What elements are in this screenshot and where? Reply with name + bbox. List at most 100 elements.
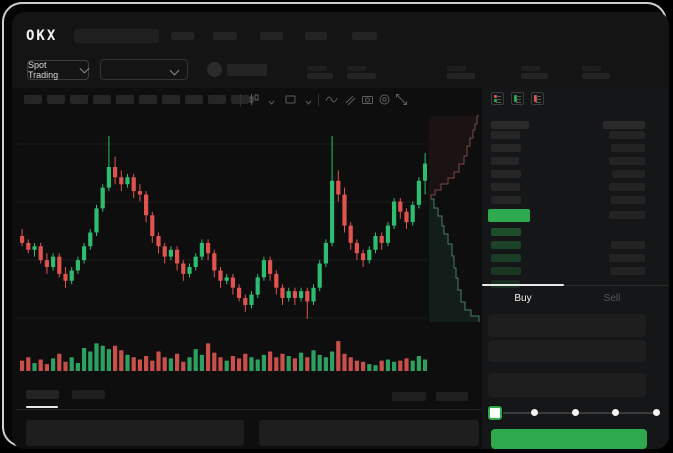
orders-link-2[interactable]	[436, 392, 468, 401]
coin-icon	[207, 62, 222, 77]
candlestick-chart[interactable]	[17, 114, 427, 338]
ask-amount-row-5[interactable]	[609, 183, 645, 191]
bid-price-row-1[interactable]	[491, 228, 521, 236]
total-input[interactable]	[488, 373, 646, 397]
bid-amount-row-3[interactable]	[609, 254, 645, 262]
bid-price-row-3[interactable]	[491, 254, 521, 262]
draw-tool-icon[interactable]	[343, 93, 356, 106]
toolbar-separator	[240, 94, 241, 106]
chevron-down-icon[interactable]	[302, 96, 315, 109]
chevron-down-icon	[169, 65, 180, 76]
pair-name-placeholder	[227, 64, 267, 76]
orders-tab-active[interactable]	[26, 390, 59, 399]
nav-item-2[interactable]	[213, 32, 237, 40]
candle	[336, 180, 341, 195]
buy-tab-indicator	[482, 284, 564, 286]
book-amount-header	[603, 121, 645, 129]
candle	[317, 263, 322, 288]
timeframe-button-4[interactable]	[93, 95, 111, 104]
fullscreen-icon[interactable]	[395, 93, 408, 106]
amount-input[interactable]	[488, 340, 646, 362]
ask-amount-row-2[interactable]	[611, 144, 645, 152]
market-type-label: Spot Trading	[28, 60, 59, 80]
stat-value-placeholder	[521, 73, 548, 79]
screenshot-icon[interactable]	[361, 93, 374, 106]
ask-price-row-1[interactable]	[491, 131, 520, 139]
active-tab-indicator	[26, 406, 58, 408]
order-row-placeholder	[259, 420, 479, 446]
ask-price-row-2[interactable]	[491, 144, 521, 152]
ask-amount-row-4[interactable]	[612, 170, 645, 178]
timeframe-button-9[interactable]	[208, 95, 226, 104]
book-view-asks-icon[interactable]	[531, 92, 544, 105]
candle	[342, 194, 347, 226]
stat-label-placeholder	[521, 66, 540, 71]
candle	[51, 256, 56, 267]
tab-sell[interactable]: Sell	[572, 288, 652, 308]
candle	[237, 287, 242, 299]
stat-value-placeholder	[347, 73, 376, 79]
slider-stop-75[interactable]	[612, 409, 619, 416]
book-view-both-icon[interactable]	[491, 92, 504, 105]
pair-selector-dropdown[interactable]	[100, 59, 188, 80]
bid-price-row-2[interactable]	[491, 241, 521, 249]
chevron-down-icon[interactable]	[265, 96, 278, 109]
nav-item-3[interactable]	[260, 32, 283, 40]
ask-price-row-5[interactable]	[491, 183, 520, 191]
slider-stop-25[interactable]	[531, 409, 538, 416]
book-view-bids-icon[interactable]	[511, 92, 524, 105]
last-price-badge	[488, 209, 530, 222]
bid-amount-row-2[interactable]	[611, 241, 645, 249]
ask-price-row-4[interactable]	[491, 170, 521, 178]
timeframe-button-7[interactable]	[162, 95, 180, 104]
timeframe-button-8[interactable]	[185, 95, 203, 104]
ask-amount-row-3[interactable]	[609, 157, 645, 165]
price-input[interactable]	[488, 314, 646, 337]
candle	[88, 232, 93, 247]
candle-style-icon[interactable]	[248, 93, 261, 106]
ask-price-row-3[interactable]	[491, 157, 519, 165]
candle	[243, 298, 248, 305]
last-price-amount[interactable]	[609, 211, 645, 219]
app-window: OKX Spot Trading	[12, 12, 669, 449]
chart-panel	[12, 88, 482, 449]
tab-buy[interactable]: Buy	[482, 288, 564, 308]
ask-amount-row-1[interactable]	[609, 131, 645, 139]
market-type-dropdown[interactable]: Spot Trading	[27, 60, 90, 80]
slider-stop-100[interactable]	[652, 409, 660, 416]
timeframe-button-6[interactable]	[139, 95, 157, 104]
stat-label-placeholder	[582, 66, 601, 71]
ask-price-row-6[interactable]	[491, 196, 521, 204]
stat-value-placeholder	[582, 73, 610, 79]
candle	[199, 242, 204, 257]
nav-item-4[interactable]	[305, 32, 327, 40]
indicator-icon[interactable]	[325, 93, 338, 106]
bid-amount-row-4[interactable]	[610, 267, 645, 275]
ask-amount-row-6[interactable]	[611, 196, 645, 204]
candle	[398, 201, 403, 212]
candle	[212, 253, 217, 271]
slider-handle[interactable]	[488, 406, 502, 420]
order-row-placeholder	[26, 420, 244, 446]
settings-icon[interactable]	[378, 93, 391, 106]
candle	[44, 260, 49, 267]
candle	[75, 260, 80, 271]
overlay-icon[interactable]	[284, 93, 297, 106]
last-price-label-placeholder	[307, 66, 327, 71]
timeframe-button-2[interactable]	[47, 95, 65, 104]
timeframe-button-5[interactable]	[116, 95, 134, 104]
orders-tab-2[interactable]	[72, 390, 105, 399]
nav-item-5[interactable]	[352, 32, 377, 40]
bid-price-row-4[interactable]	[491, 267, 521, 275]
slider-stop-50[interactable]	[571, 409, 579, 416]
candle	[82, 246, 87, 261]
volume-chart	[20, 341, 427, 371]
timeframe-button-1[interactable]	[24, 95, 42, 104]
nav-item-1[interactable]	[171, 32, 194, 40]
orders-link-1[interactable]	[392, 392, 426, 401]
search-input[interactable]	[74, 29, 159, 43]
timeframe-button-3[interactable]	[70, 95, 88, 104]
candle	[373, 235, 378, 250]
buy-submit-button[interactable]	[491, 429, 647, 449]
candle	[330, 180, 335, 243]
